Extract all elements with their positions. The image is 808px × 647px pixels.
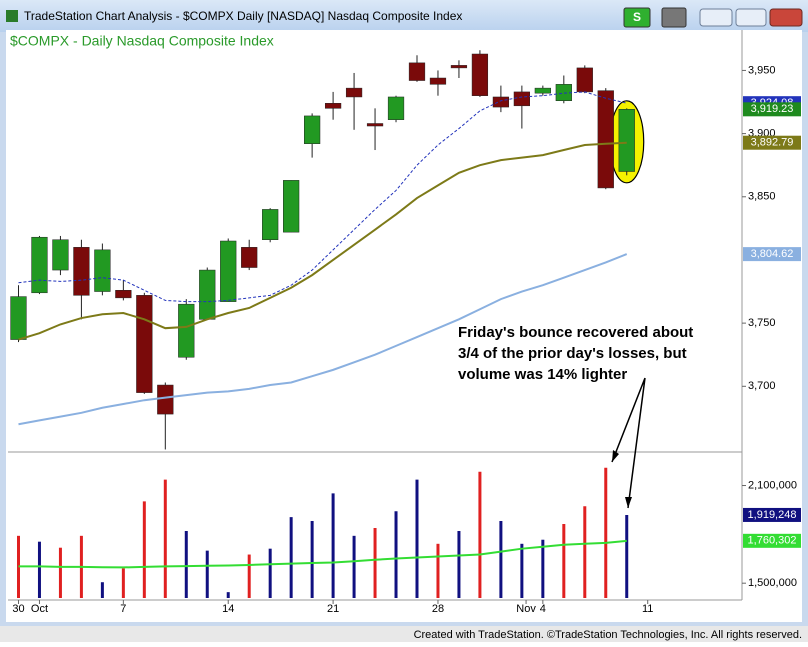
close-last-label-box [743, 102, 801, 117]
candle-body [31, 236, 48, 294]
candle-body [576, 67, 593, 93]
candle-body [304, 115, 321, 144]
moving-average [18, 141, 627, 341]
volume-average [18, 539, 627, 569]
candle-body [52, 239, 69, 271]
candle-body [597, 90, 614, 189]
moving-average [18, 91, 627, 303]
y-tick-label: 3,700 [748, 380, 776, 392]
candle-body [618, 109, 635, 172]
chart-title: $COMPX - Daily Nasdaq Composite Index [10, 33, 274, 49]
candle-body [262, 209, 279, 240]
x-tick-label: Oct [31, 603, 48, 615]
app-icon [6, 10, 18, 22]
symbol-button-label: S [633, 10, 641, 24]
footer: Created with TradeStation. ©TradeStation… [414, 629, 802, 641]
ma-last-label-box [743, 135, 801, 150]
footer-bar [0, 626, 808, 642]
candle-body [366, 123, 384, 127]
volume-average-label-box [743, 533, 801, 548]
x-tick-label: 28 [432, 603, 444, 615]
candle-body [115, 290, 132, 299]
arrow-head [612, 450, 632, 508]
x-tick-label: Nov [516, 603, 536, 615]
candle-body [345, 87, 363, 98]
y-tick-label: 3,950 [748, 64, 776, 76]
candle-body [220, 240, 237, 302]
ma-last-label: 3,804.62 [751, 248, 794, 260]
volume-last-label: 1,919,248 [748, 509, 797, 521]
candle-body [199, 269, 216, 320]
ma-last-label: 3,892.79 [751, 137, 794, 149]
candle-body [450, 65, 468, 69]
maximize-button[interactable] [735, 8, 767, 27]
candle-body [534, 87, 551, 94]
candle-body [136, 295, 153, 393]
x-tick-label: 14 [222, 603, 234, 615]
candle-body [157, 384, 174, 415]
window-title: TradeStation Chart Analysis - $COMPX Dai… [24, 9, 462, 23]
candle-body [429, 77, 447, 85]
candle-body [387, 96, 405, 120]
minimize-button[interactable] [699, 8, 733, 27]
annotation: volume was 14% lighter [458, 366, 627, 383]
ma-last-label-box [743, 247, 801, 262]
candle-body [94, 249, 111, 292]
x-tick-label: 11 [642, 603, 653, 615]
candle-body [471, 53, 489, 96]
y2-tick-label: 2,100,000 [748, 479, 797, 491]
annotation: 3/4 of the prior day's losses, but [458, 345, 687, 362]
x-tick-label: 30 [12, 603, 24, 615]
x-tick-label: 7 [120, 603, 126, 615]
y2-tick-label: 1,500,000 [748, 577, 797, 589]
volume-average-label: 1,760,302 [748, 535, 797, 547]
arrow [611, 377, 646, 509]
symbol-button[interactable] [623, 7, 651, 28]
y-tick-label: 3,850 [748, 191, 776, 203]
candle-body [73, 247, 90, 296]
annotation: Friday's bounce recovered about [458, 324, 693, 341]
volume-last-label-box [743, 507, 801, 522]
candle-body [10, 296, 27, 340]
y-tick-label: 3,750 [748, 317, 776, 329]
candle-body [324, 103, 342, 109]
moving-average [18, 253, 628, 426]
candle-body [492, 96, 510, 108]
candle-body [241, 247, 258, 268]
x-tick-label: 21 [327, 603, 339, 615]
cursor-button[interactable] [661, 7, 687, 28]
close-button[interactable] [769, 8, 803, 27]
candle-body [408, 62, 426, 81]
close-last-label: 3,919.23 [751, 103, 794, 115]
candle-body [513, 91, 530, 107]
candle-body [178, 303, 195, 358]
x-tick-label: 4 [540, 603, 546, 615]
candle-body [283, 180, 300, 233]
